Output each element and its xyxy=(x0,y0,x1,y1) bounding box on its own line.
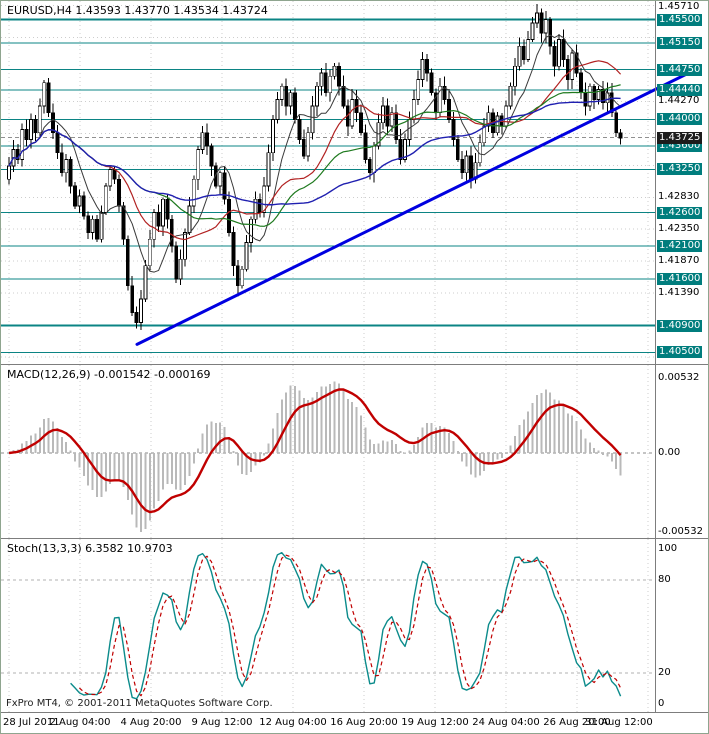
price-level-label: 1.43250 xyxy=(657,163,703,175)
axis-tick-label: 1.42830 xyxy=(658,191,700,202)
indicator-scale-label: 0 xyxy=(658,698,665,709)
current-price-label: 1.43725 xyxy=(657,132,703,144)
main-chart-panel: EURUSD,H4 1.43593 1.43770 1.43534 1.4372… xyxy=(1,1,708,364)
indicator-scale-label: 100 xyxy=(658,543,678,554)
time-label: 19 Aug 12:00 xyxy=(401,717,469,728)
price-level-label: 1.44440 xyxy=(657,84,703,96)
axis-tick-label: 1.44270 xyxy=(658,95,700,106)
time-label: 26 Aug 20:00 xyxy=(543,717,611,728)
time-label: 28 Jul 2011 xyxy=(3,717,60,728)
indicator-scale-label: 80 xyxy=(658,574,671,585)
price-level-label: 1.40500 xyxy=(657,346,703,358)
time-label: 4 Aug 20:00 xyxy=(120,717,182,728)
time-label: 16 Aug 20:00 xyxy=(330,717,398,728)
price-level-label: 1.44000 xyxy=(657,113,703,125)
axis-tick-label: 1.41870 xyxy=(658,255,700,266)
time-label: 9 Aug 12:00 xyxy=(191,717,253,728)
price-level-label: 1.40900 xyxy=(657,320,703,332)
chart-title: EURUSD,H4 1.43593 1.43770 1.43534 1.4372… xyxy=(7,4,268,17)
stochastic-canvas[interactable] xyxy=(1,539,708,712)
macd-indicator-panel: MACD(12,26,9) -0.001542 -0.000169 0.0053… xyxy=(1,364,708,538)
stochastic-axis: 100 80 20 0 xyxy=(655,539,708,712)
price-chart-canvas[interactable] xyxy=(1,1,708,364)
time-axis[interactable]: 28 Jul 2011 2 Aug 04:00 4 Aug 20:00 9 Aug 1… xyxy=(1,712,708,733)
price-level-label: 1.42600 xyxy=(657,207,703,219)
time-label: 12 Aug 04:00 xyxy=(259,717,327,728)
price-level-label: 1.45500 xyxy=(657,14,703,26)
macd-label: MACD(12,26,9) -0.001542 -0.000169 xyxy=(7,368,211,381)
time-label: 2 Aug 04:00 xyxy=(49,717,111,728)
axis-tick-label: 1.45710 xyxy=(658,1,700,12)
macd-canvas[interactable] xyxy=(1,365,708,538)
indicator-scale-label: 0.00532 xyxy=(658,372,700,383)
price-axis[interactable]: 1.45710 1.44270 1.42830 1.42350 1.41870 1.413… xyxy=(655,1,708,364)
axis-tick-label: 1.41390 xyxy=(658,287,700,298)
price-level-label: 1.44750 xyxy=(657,64,703,76)
axis-tick-label: 1.42350 xyxy=(658,223,700,234)
macd-axis: 0.00532 0.00 -0.00532 xyxy=(655,365,708,538)
copyright-text: FxPro MT4, © 2001-2011 MetaQuotes Softwa… xyxy=(6,698,273,709)
stochastic-label: Stoch(13,3,3) 6.3582 10.9703 xyxy=(7,542,173,555)
indicator-scale-label: 20 xyxy=(658,667,671,678)
price-level-label: 1.42100 xyxy=(657,240,703,252)
indicator-scale-label: -0.00532 xyxy=(658,526,703,537)
indicator-scale-label: 0.00 xyxy=(658,447,681,458)
time-label: 24 Aug 04:00 xyxy=(472,717,540,728)
price-level-label: 1.45150 xyxy=(657,37,703,49)
price-level-label: 1.41600 xyxy=(657,273,703,285)
stochastic-indicator-panel: Stoch(13,3,3) 6.3582 10.9703 100 80 20 0 Fx… xyxy=(1,538,708,712)
time-label: 31 Aug 12:00 xyxy=(585,717,653,728)
